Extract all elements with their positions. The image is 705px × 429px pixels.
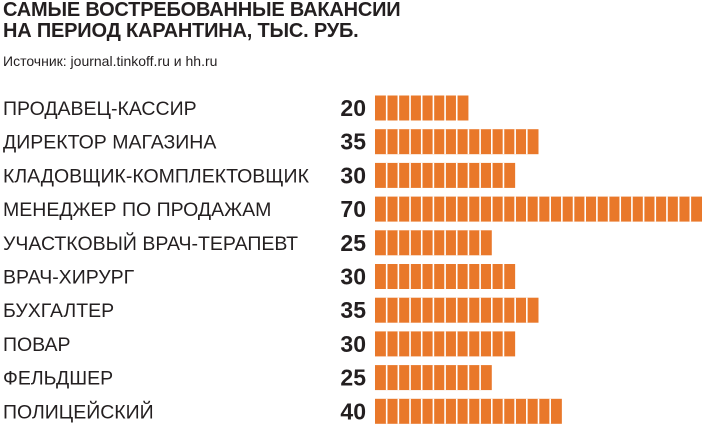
bar-row: УЧАСТКОВЫЙ ВРАЧ-ТЕРАПЕВТ 25 xyxy=(3,230,492,256)
bar-row: ПОВАР 30 xyxy=(3,331,516,357)
bar-row: КЛАДОВЩИК-КОМПЛЕКТОВЩИК 30 xyxy=(3,162,516,188)
source-note: Источник: journal.tinkoff.ru и hh.ru xyxy=(3,53,218,69)
bar-row: ПРОДАВЕЦ-КАССИР 20 xyxy=(3,95,469,121)
bar-row: ДИРЕКТОР МАГАЗИНА 35 xyxy=(3,129,539,155)
value-label: 35 xyxy=(340,129,366,155)
value-label: 25 xyxy=(340,230,366,256)
chart-title-line-1: САМЫЕ ВОСТРЕБОВАННЫЕ ВАКАНСИИ xyxy=(3,0,401,21)
category-label: ДИРЕКТОР МАГАЗИНА xyxy=(3,132,216,154)
category-label: ПРОДАВЕЦ-КАССИР xyxy=(3,98,197,120)
value-label: 35 xyxy=(340,297,366,323)
value-label: 40 xyxy=(340,398,366,424)
value-label: 20 xyxy=(340,95,366,121)
bar-row: ВРАЧ-ХИРУРГ 30 xyxy=(3,264,516,290)
bar-row: ФЕЛЬДШЕР 25 xyxy=(3,365,492,391)
category-label: МЕНЕДЖЕР ПО ПРОДАЖАМ xyxy=(3,199,271,221)
value-label: 25 xyxy=(340,365,366,391)
category-label: УЧАСТКОВЫЙ ВРАЧ-ТЕРАПЕВТ xyxy=(3,231,298,255)
bar-row: ПОЛИЦЕЙСКИЙ 40 xyxy=(3,398,562,424)
bar-row: БУХГАЛТЕР 35 xyxy=(3,297,539,323)
category-label: ПОВАР xyxy=(3,334,71,356)
value-label: 70 xyxy=(340,196,366,222)
category-label: ФЕЛЬДШЕР xyxy=(3,368,113,390)
category-label: ПОЛИЦЕЙСКИЙ xyxy=(3,399,154,423)
category-label: ВРАЧ-ХИРУРГ xyxy=(3,267,135,289)
chart-title-line-2: НА ПЕРИОД КАРАНТИНА, ТЫС. РУБ. xyxy=(3,20,359,42)
value-label: 30 xyxy=(340,162,366,188)
chart-title: САМЫЕ ВОСТРЕБОВАННЫЕ ВАКАНСИИ НА ПЕРИОД … xyxy=(3,0,401,42)
bar-row: МЕНЕДЖЕР ПО ПРОДАЖАМ 70 xyxy=(3,196,702,222)
category-label: КЛАДОВЩИК-КОМПЛЕКТОВЩИК xyxy=(3,165,310,187)
value-label: 30 xyxy=(340,264,366,290)
value-label: 30 xyxy=(340,331,366,357)
category-label: БУХГАЛТЕР xyxy=(3,300,114,322)
